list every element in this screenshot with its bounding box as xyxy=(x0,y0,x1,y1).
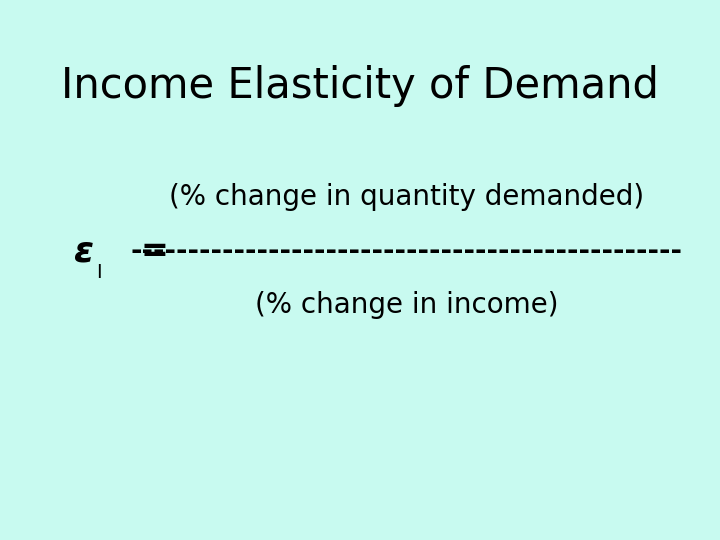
Text: (% change in quantity demanded): (% change in quantity demanded) xyxy=(169,183,644,211)
Text: ------------------------------------------------: ----------------------------------------… xyxy=(131,237,683,265)
Text: ε: ε xyxy=(73,234,93,268)
Text: (% change in income): (% change in income) xyxy=(255,291,559,319)
Text: I: I xyxy=(96,263,102,282)
Text: =: = xyxy=(141,234,168,268)
Text: Income Elasticity of Demand: Income Elasticity of Demand xyxy=(61,65,659,107)
